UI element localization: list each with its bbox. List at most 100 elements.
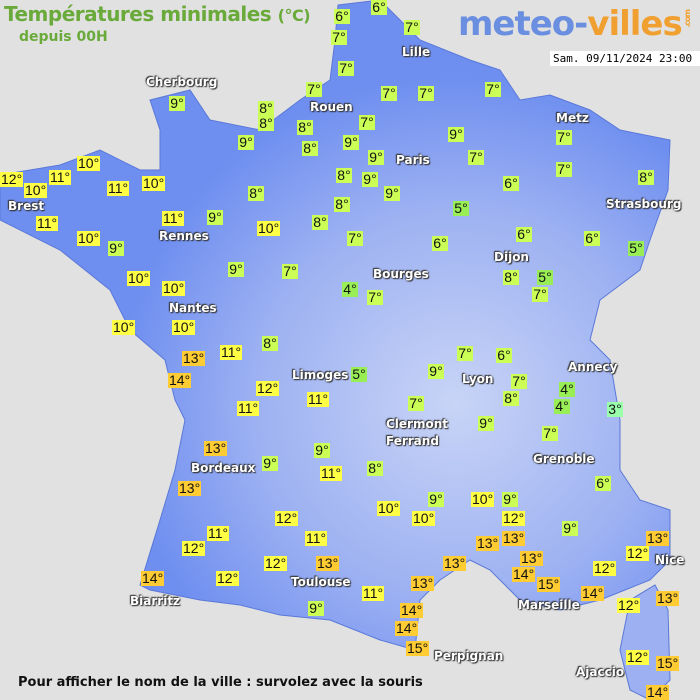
temperature-marker[interactable]: 7°: [381, 85, 397, 101]
temperature-marker[interactable]: 7°: [418, 85, 434, 101]
temperature-marker[interactable]: 9°: [169, 95, 185, 111]
temperature-marker[interactable]: 8°: [297, 119, 313, 135]
temperature-marker[interactable]: 5°: [351, 366, 367, 382]
temperature-marker[interactable]: 9°: [562, 520, 578, 536]
temperature-marker[interactable]: 5°: [537, 269, 553, 285]
temperature-marker[interactable]: 14°: [512, 566, 536, 582]
temperature-marker[interactable]: 12°: [593, 560, 617, 576]
temperature-marker[interactable]: 14°: [646, 684, 670, 700]
temperature-marker[interactable]: 11°: [320, 465, 343, 481]
temperature-marker[interactable]: 11°: [237, 400, 260, 416]
temperature-marker[interactable]: 7°: [359, 114, 375, 130]
temperature-marker[interactable]: 7°: [347, 230, 363, 246]
temperature-marker[interactable]: 14°: [581, 585, 605, 601]
temperature-marker[interactable]: 10°: [162, 280, 186, 296]
temperature-marker[interactable]: 6°: [432, 235, 448, 251]
temperature-marker[interactable]: 13°: [204, 440, 228, 456]
temperature-marker[interactable]: 11°: [107, 180, 130, 196]
temperature-marker[interactable]: 12°: [626, 649, 650, 665]
temperature-marker[interactable]: 9°: [238, 134, 254, 150]
temperature-marker[interactable]: 9°: [343, 134, 359, 150]
temperature-marker[interactable]: 5°: [628, 240, 644, 256]
temperature-marker[interactable]: 6°: [503, 175, 519, 191]
temperature-marker[interactable]: 13°: [520, 550, 544, 566]
temperature-marker[interactable]: 10°: [24, 182, 48, 198]
temperature-marker[interactable]: 12°: [256, 380, 280, 396]
temperature-marker[interactable]: 14°: [141, 570, 165, 586]
temperature-marker[interactable]: 11°: [49, 169, 72, 185]
temperature-marker[interactable]: 10°: [471, 491, 495, 507]
temperature-marker[interactable]: 7°: [404, 19, 420, 35]
temperature-marker[interactable]: 11°: [220, 344, 243, 360]
temperature-marker[interactable]: 13°: [502, 530, 526, 546]
temperature-marker[interactable]: 7°: [485, 81, 501, 97]
temperature-marker[interactable]: 9°: [314, 442, 330, 458]
temperature-marker[interactable]: 7°: [511, 373, 527, 389]
temperature-marker[interactable]: 12°: [182, 540, 206, 556]
temperature-marker[interactable]: 8°: [334, 196, 350, 212]
temperature-marker[interactable]: 6°: [584, 230, 600, 246]
temperature-marker[interactable]: 13°: [182, 350, 206, 366]
temperature-marker[interactable]: 9°: [448, 126, 464, 142]
temperature-marker[interactable]: 8°: [367, 460, 383, 476]
temperature-marker[interactable]: 7°: [367, 289, 383, 305]
temperature-marker[interactable]: 6°: [516, 226, 532, 242]
temperature-marker[interactable]: 10°: [172, 319, 196, 335]
temperature-marker[interactable]: 9°: [428, 491, 444, 507]
temperature-marker[interactable]: 8°: [638, 169, 654, 185]
temperature-marker[interactable]: 13°: [316, 555, 340, 571]
temperature-marker[interactable]: 7°: [408, 395, 424, 411]
temperature-marker[interactable]: 12°: [275, 510, 299, 526]
temperature-marker[interactable]: 8°: [503, 390, 519, 406]
temperature-marker[interactable]: 12°: [626, 545, 650, 561]
temperature-marker[interactable]: 10°: [377, 500, 401, 516]
temperature-marker[interactable]: 7°: [468, 149, 484, 165]
temperature-marker[interactable]: 6°: [595, 475, 611, 491]
temperature-marker[interactable]: 10°: [77, 230, 101, 246]
temperature-marker[interactable]: 9°: [308, 600, 324, 616]
temperature-marker[interactable]: 9°: [502, 491, 518, 507]
temperature-marker[interactable]: 9°: [262, 455, 278, 471]
temperature-marker[interactable]: 12°: [617, 597, 641, 613]
temperature-marker[interactable]: 11°: [307, 391, 330, 407]
temperature-marker[interactable]: 9°: [478, 415, 494, 431]
temperature-marker[interactable]: 6°: [334, 8, 350, 24]
temperature-marker[interactable]: 15°: [656, 655, 680, 671]
temperature-marker[interactable]: 6°: [371, 0, 387, 15]
temperature-marker[interactable]: 11°: [36, 215, 59, 231]
temperature-marker[interactable]: 12°: [502, 510, 526, 526]
temperature-marker[interactable]: 11°: [207, 525, 230, 541]
temperature-marker[interactable]: 13°: [646, 530, 670, 546]
temperature-marker[interactable]: 8°: [258, 115, 274, 131]
temperature-marker[interactable]: 14°: [168, 372, 192, 388]
temperature-marker[interactable]: 12°: [264, 555, 288, 571]
temperature-marker[interactable]: 8°: [503, 269, 519, 285]
temperature-marker[interactable]: 9°: [108, 240, 124, 256]
temperature-marker[interactable]: 9°: [368, 149, 384, 165]
temperature-marker[interactable]: 7°: [306, 81, 322, 97]
temperature-marker[interactable]: 7°: [532, 286, 548, 302]
temperature-marker[interactable]: 9°: [384, 185, 400, 201]
temperature-marker[interactable]: 13°: [443, 555, 467, 571]
temperature-marker[interactable]: 10°: [112, 319, 136, 335]
temperature-marker[interactable]: 4°: [342, 281, 358, 297]
temperature-marker[interactable]: 14°: [395, 620, 419, 636]
temperature-marker[interactable]: 13°: [178, 480, 202, 496]
temperature-marker[interactable]: 10°: [257, 220, 281, 236]
temperature-marker[interactable]: 14°: [400, 602, 424, 618]
temperature-marker[interactable]: 13°: [656, 590, 680, 606]
temperature-marker[interactable]: 7°: [457, 345, 473, 361]
temperature-marker[interactable]: 8°: [336, 167, 352, 183]
temperature-marker[interactable]: 3°: [607, 401, 623, 417]
temperature-marker[interactable]: 8°: [248, 185, 264, 201]
temperature-marker[interactable]: 9°: [362, 171, 378, 187]
temperature-marker[interactable]: 13°: [476, 535, 500, 551]
temperature-marker[interactable]: 8°: [312, 214, 328, 230]
temperature-marker[interactable]: 10°: [77, 155, 101, 171]
temperature-marker[interactable]: 9°: [207, 209, 223, 225]
temperature-marker[interactable]: 9°: [428, 363, 444, 379]
temperature-marker[interactable]: 7°: [338, 60, 354, 76]
temperature-marker[interactable]: 11°: [162, 210, 185, 226]
temperature-marker[interactable]: 4°: [559, 381, 575, 397]
temperature-marker[interactable]: 8°: [302, 140, 318, 156]
